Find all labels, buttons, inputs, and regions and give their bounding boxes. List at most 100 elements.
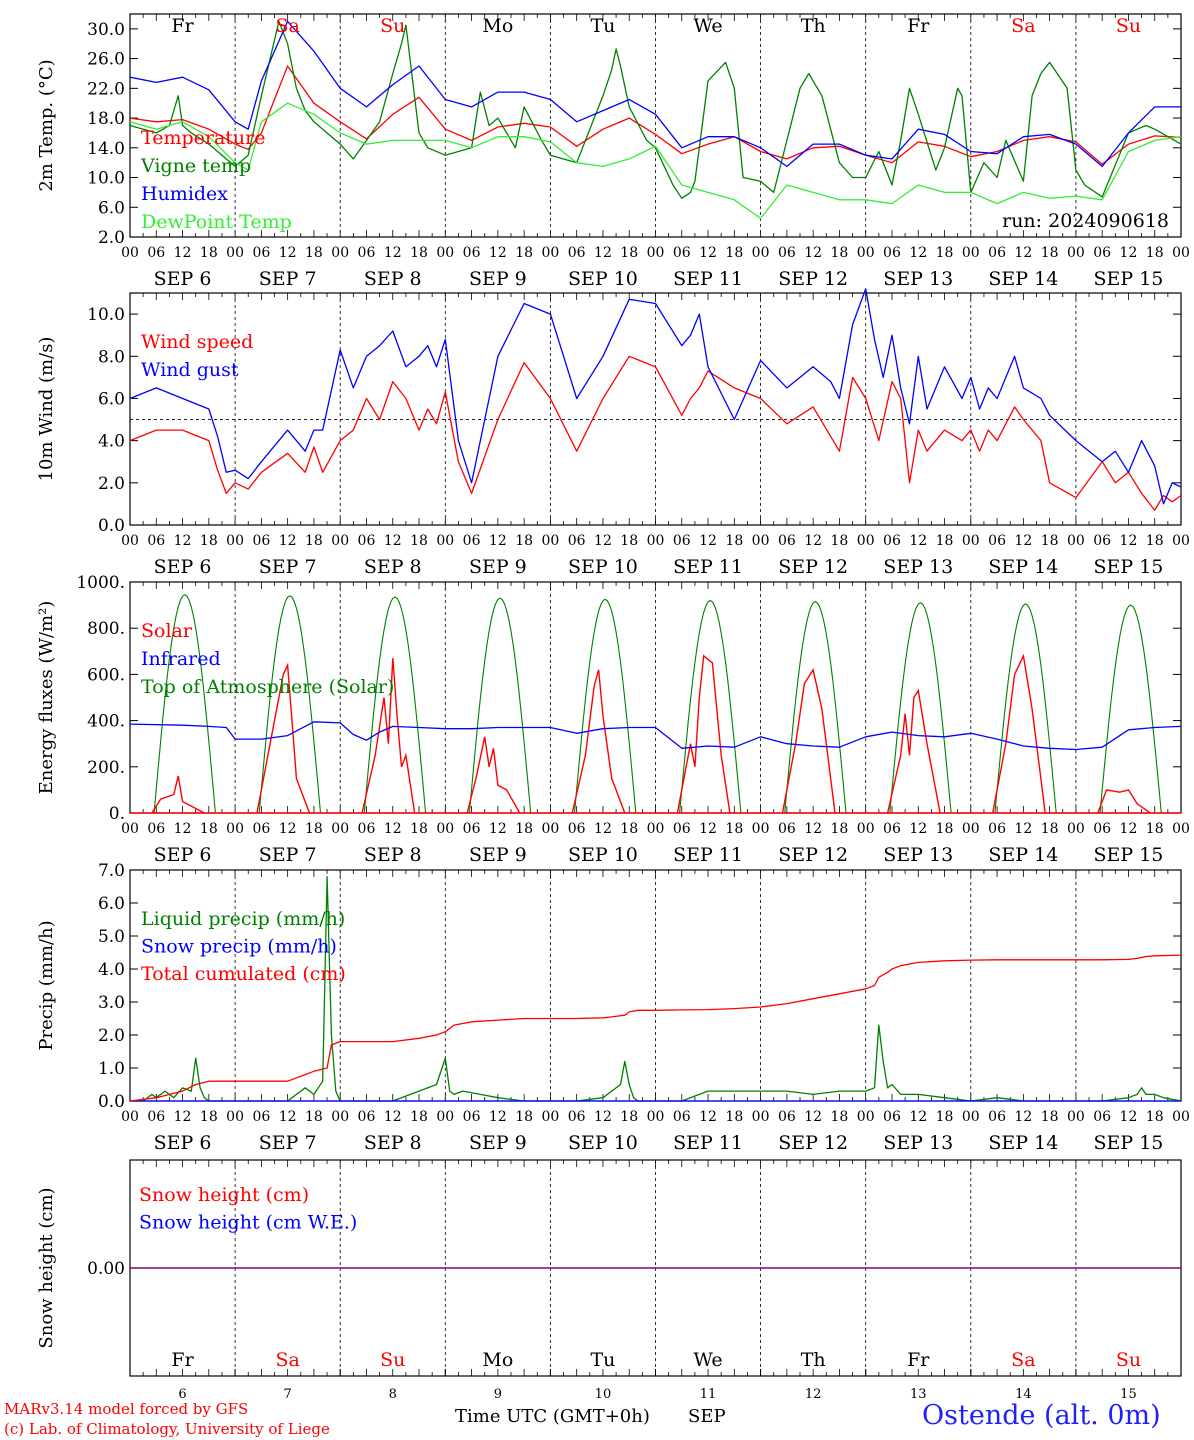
- hour-tick-label: 18: [936, 821, 954, 837]
- solar-curve: [571, 669, 626, 814]
- panel-precip: 0.0 1.0 2.0 3.0 4.0 5.0 6.0 7.0 Precip (mm/h) Liq…: [36, 861, 1190, 1154]
- weekday-label: Su: [1116, 1349, 1141, 1371]
- hour-tick-label: 18: [305, 1109, 323, 1125]
- y-tick-label: 6.0: [98, 389, 125, 409]
- legend-entry: Humidex: [141, 183, 228, 205]
- hour-tick-label: 18: [515, 821, 533, 837]
- legend-entry: Temperature: [141, 127, 265, 149]
- date-label: SEP 14: [988, 1132, 1058, 1154]
- hour-tick-label: 12: [594, 245, 612, 261]
- hour-tick-label: 12: [1014, 821, 1032, 837]
- hour-tick-label: 12: [489, 821, 507, 837]
- toa-solar-curve: [340, 596, 446, 814]
- hour-tick-label: 00: [121, 1109, 139, 1125]
- hour-tick-label: 06: [358, 245, 376, 261]
- hour-tick-label: 18: [936, 1109, 954, 1125]
- date-label: SEP 6: [154, 268, 212, 290]
- hour-tick-label: 18: [200, 1109, 218, 1125]
- weekday-label: We: [693, 1349, 722, 1371]
- hour-tick-label: 12: [1014, 1109, 1032, 1125]
- date-label: SEP 10: [568, 556, 638, 578]
- date-label: SEP 15: [1094, 844, 1164, 866]
- hour-tick-label: 06: [1093, 245, 1111, 261]
- y-tick-label: 0.0: [98, 1092, 125, 1112]
- weekday-label: Sa: [1011, 1349, 1035, 1371]
- panel-snow: 0.00 Snow height (cm) Snow height (cm) Snow…: [36, 1159, 1182, 1402]
- weekday-label: Mo: [482, 15, 513, 37]
- legend-entry: Wind gust: [141, 359, 239, 381]
- hour-tick-label: 18: [410, 533, 428, 549]
- legend-entry: Snow height (cm W.E.): [139, 1212, 357, 1234]
- date-label: SEP 13: [883, 844, 953, 866]
- y-tick-label: 26.0: [87, 50, 125, 70]
- wind-gust-curve: [129, 288, 1182, 505]
- hour-tick-label: 00: [331, 245, 349, 261]
- hour-tick-label: 00: [541, 245, 559, 261]
- solar-curve: [256, 662, 311, 814]
- date-label: SEP 9: [469, 556, 527, 578]
- hour-tick-label: 00: [541, 1109, 559, 1125]
- hour-tick-label: 18: [305, 821, 323, 837]
- hour-tick-label: 00: [752, 1109, 770, 1125]
- hour-tick-label: 00: [436, 533, 454, 549]
- hour-tick-label: 06: [358, 533, 376, 549]
- day-number-label: 7: [284, 1387, 292, 1402]
- hour-tick-label: 12: [174, 533, 192, 549]
- solar-curve: [781, 667, 836, 814]
- hour-tick-label: 12: [174, 821, 192, 837]
- hour-tick-label: 06: [778, 821, 796, 837]
- hour-tick-label: 06: [778, 1109, 796, 1125]
- hour-tick-label: 18: [1041, 245, 1059, 261]
- solar-curve: [151, 775, 205, 814]
- hour-tick-label: 18: [1146, 533, 1164, 549]
- hour-tick-label: 12: [384, 1109, 402, 1125]
- y-tick-label: 400.: [87, 712, 125, 732]
- hour-tick-label: 18: [1146, 1109, 1164, 1125]
- date-label: SEP 8: [364, 268, 422, 290]
- legend-entry: Liquid precip (mm/h): [141, 908, 345, 930]
- hour-tick-label: 06: [463, 821, 481, 837]
- date-label: SEP 6: [154, 556, 212, 578]
- day-number-label: 13: [910, 1387, 927, 1402]
- hour-tick-label: 12: [279, 1109, 297, 1125]
- hour-tick-label: 12: [1014, 533, 1032, 549]
- hour-tick-label: 06: [252, 1109, 270, 1125]
- hour-tick-label: 12: [699, 533, 717, 549]
- y-tick-label: 7.0: [98, 861, 125, 881]
- hour-tick-label: 18: [831, 1109, 849, 1125]
- hour-tick-label: 18: [725, 533, 743, 549]
- hour-tick-label: 00: [1067, 821, 1085, 837]
- legend-entry: Snow precip (mm/h): [141, 936, 337, 958]
- hour-tick-label: 12: [909, 821, 927, 837]
- y-tick-label: 2.0: [98, 474, 125, 494]
- hour-tick-label: 12: [699, 1109, 717, 1125]
- weekday-label: Th: [801, 15, 826, 37]
- hour-tick-label: 00: [1067, 245, 1085, 261]
- hour-tick-label: 00: [331, 1109, 349, 1125]
- y-tick-label: 18.0: [87, 109, 125, 129]
- hour-tick-label: 00: [857, 245, 875, 261]
- weekday-label: We: [693, 15, 722, 37]
- time-axis-label: Time UTC (GMT+0h): [455, 1406, 650, 1427]
- day-number-label: 15: [1120, 1387, 1137, 1402]
- solar-curve: [992, 653, 1046, 814]
- weekday-label: Tu: [590, 1349, 615, 1371]
- panel-energy: 0. 200. 400. 600. 800. 1000. Energy fluxes (W/…: [36, 573, 1190, 866]
- hour-tick-label: 18: [620, 821, 638, 837]
- hour-tick-label: 12: [699, 821, 717, 837]
- weekday-label: Fr: [907, 1349, 930, 1371]
- weekday-label: Fr: [171, 1349, 194, 1371]
- hour-tick-label: 12: [594, 533, 612, 549]
- date-label: SEP 11: [673, 844, 743, 866]
- hour-tick-label: 00: [647, 245, 665, 261]
- hour-tick-label: 18: [936, 245, 954, 261]
- hour-tick-label: 18: [1146, 245, 1164, 261]
- toa-solar-curve: [760, 600, 866, 814]
- date-label: SEP 8: [364, 844, 422, 866]
- date-label: SEP 10: [568, 1132, 638, 1154]
- date-label: SEP 12: [778, 1132, 848, 1154]
- lab-credit: (c) Lab. of Climatology, University of L…: [4, 1420, 330, 1438]
- hour-tick-label: 06: [988, 533, 1006, 549]
- hour-tick-label: 12: [489, 533, 507, 549]
